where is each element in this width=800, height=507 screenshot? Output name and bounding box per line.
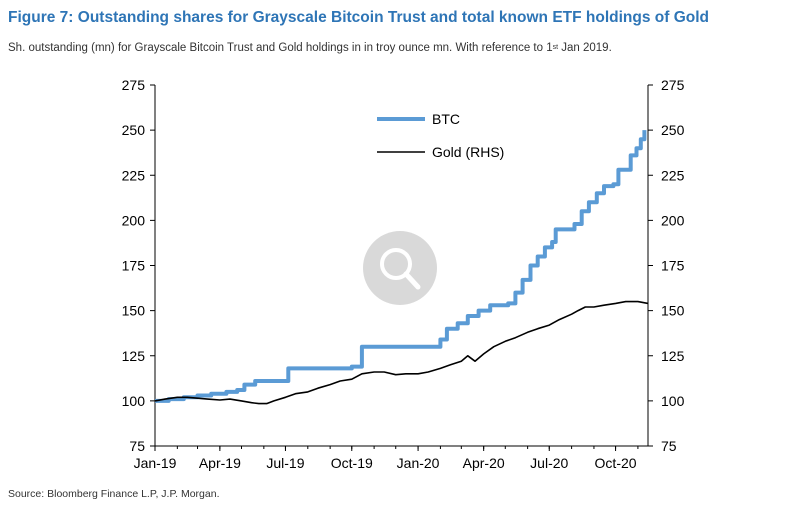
left-y-tick-label: 125	[122, 348, 146, 364]
subtitle-superscript: st	[552, 44, 559, 51]
left-y-tick-label: 75	[129, 438, 145, 454]
left-y-tick-label: 100	[122, 393, 146, 409]
left-y-tick-label: 225	[122, 167, 146, 183]
right-y-tick-label: 200	[661, 212, 685, 228]
right-y-tick-label: 75	[661, 438, 677, 454]
left-y-tick-label: 275	[122, 77, 146, 93]
subtitle-end: Jan 2019.	[558, 42, 612, 54]
x-tick-label: Apr-20	[463, 455, 505, 471]
x-tick-label: Oct-19	[331, 455, 373, 471]
legend-label-btc: BTC	[432, 111, 460, 127]
right-y-tick-label: 125	[661, 348, 685, 364]
source-note: Source: Bloomberg Finance L.P, J.P. Morg…	[8, 488, 220, 500]
figure-subtitle: Sh. outstanding (mn) for Grayscale Bitco…	[8, 42, 612, 54]
right-y-tick-label: 225	[661, 167, 685, 183]
series-line-gold	[154, 300, 649, 405]
x-tick-label: Oct-20	[595, 455, 637, 471]
x-tick-label: Jan-19	[134, 455, 177, 471]
subtitle-main: Sh. outstanding (mn) for Grayscale Bitco…	[8, 42, 553, 54]
right-y-tick-label: 175	[661, 258, 685, 274]
x-tick-label: Jul-19	[266, 455, 304, 471]
series-layer	[154, 130, 649, 405]
figure-title: Figure 7: Outstanding shares for Graysca…	[8, 9, 710, 26]
chart-axes: 75 100 125 150 175 200 225 250 275 75 100 125 150 175…	[122, 77, 685, 471]
chart-legend: BTC Gold (RHS)	[377, 111, 504, 160]
right-y-tick-label: 150	[661, 303, 685, 319]
left-y-tick-label: 175	[122, 258, 146, 274]
left-y-tick-label: 150	[122, 303, 146, 319]
x-tick-label: Apr-19	[199, 455, 241, 471]
left-y-tick-label: 200	[122, 212, 146, 228]
legend-label-gold: Gold (RHS)	[432, 144, 504, 160]
right-y-tick-label: 275	[661, 77, 685, 93]
left-y-tick-label: 250	[122, 122, 146, 138]
zoom-watermark-icon[interactable]	[363, 231, 437, 305]
right-y-tick-label: 250	[661, 122, 685, 138]
right-y-tick-label: 100	[661, 393, 685, 409]
series-line-btc	[155, 130, 647, 403]
x-tick-label: Jan-20	[397, 455, 440, 471]
x-tick-label: Jul-20	[530, 455, 568, 471]
